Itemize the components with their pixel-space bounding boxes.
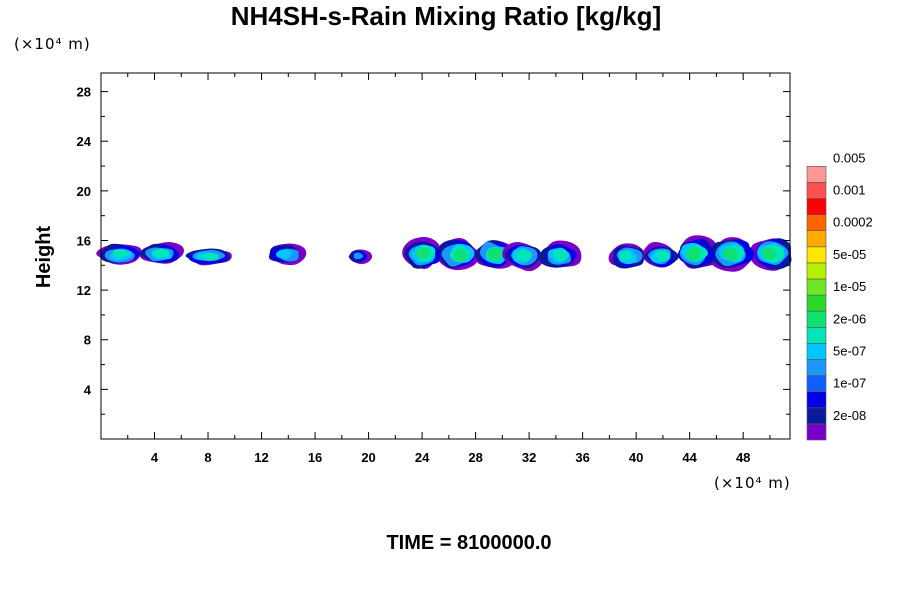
colorbar-label: 1e-07 [833,376,866,391]
time-label: TIME = 8100000.0 [386,532,551,554]
plot-frame [100,72,791,440]
colorbar-label: 2e-08 [833,408,866,423]
x-tick-label: 40 [629,450,643,465]
cloud-contour [152,248,170,258]
cloud-contour [487,247,502,262]
x-axis: 4 8 12 16 20 24 28 32 36 40 44 48 [127,73,771,465]
colorbar-swatch [806,214,827,232]
x-tick-label: 48 [736,450,750,465]
colorbar-swatch [806,230,827,248]
x-tick-label: 24 [415,450,430,465]
y-tick-label: 12 [77,283,91,298]
cloud-contour [353,252,364,260]
colorbar-swatch [806,391,827,409]
y-axis-label: Height [33,226,55,289]
y-unit-label: (×10⁴ m) [14,35,91,53]
cloud-layer [96,235,792,272]
x-tick-label: 28 [468,450,482,465]
y-tick-label: 16 [77,233,91,248]
colorbar-swatch [806,166,827,183]
cloud-contour [453,249,468,262]
colorbar-label: 2e-06 [833,311,866,326]
x-unit-label: (×10⁴ m) [714,474,791,492]
y-tick-label: 20 [77,184,91,199]
x-tick-label: 20 [361,450,375,465]
colorbar-swatch [806,294,827,312]
colorbar-label: 5e-05 [833,247,866,262]
x-tick-label: 32 [522,450,536,465]
cloud-contour [275,249,292,259]
colorbar-swatch [806,343,827,360]
colorbar-swatch [806,310,827,328]
cloud-contour [686,246,701,261]
cloud-region [608,242,679,269]
y-axis: 4 8 12 16 20 24 28 [77,85,790,415]
cloud-contour [619,250,632,261]
x-tick-label: 12 [254,450,268,465]
x-tick-label: 36 [575,450,589,465]
chart-title: NH4SH-s-Rain Mixing Ratio [kg/kg] [231,1,661,31]
x-tick-label: 8 [204,450,211,465]
y-tick-label: 4 [84,382,92,397]
colorbar-swatch [806,246,827,264]
colorbar-swatch [806,278,827,296]
cloud-contour [202,252,219,261]
x-tick-label: 44 [682,450,697,465]
cloud-contour [722,247,738,261]
colorbar-label: 0.005 [833,150,866,165]
colorbar-label: 0.001 [833,182,866,197]
colorbar-swatch [806,407,827,425]
cloud-region [502,240,582,272]
colorbar-swatch [806,182,827,199]
cloud-contour [112,249,129,258]
cloud-contour [415,247,431,259]
cloud-contour [761,248,777,260]
x-tick-label: 16 [308,450,322,465]
colorbar-swatch [806,375,827,393]
x-tick-label: 4 [151,450,159,465]
colorbar-label: 5e-07 [833,343,866,358]
cloud-region [677,235,792,272]
colorbar-swatch [806,262,827,280]
cloud-region [348,249,373,264]
colorbar-swatch [806,423,827,441]
colorbar-swatch [806,326,827,344]
colorbar-label: 0.0002 [833,215,873,230]
y-tick-label: 28 [77,85,91,100]
cloud-region [268,243,307,266]
y-tick-label: 8 [84,333,91,348]
colorbar: 2e-08 1e-07 5e-07 2e-06 1e-05 5e-05 0.0002 0.00… [806,150,873,441]
cloud-contour [516,249,532,262]
y-tick-label: 24 [77,134,92,149]
colorbar-swatch [806,359,827,376]
colorbar-swatch [806,198,827,215]
cloud-region [96,242,184,265]
cloud-contour [655,250,671,262]
cloud-contour [554,249,568,262]
colorbar-label: 1e-05 [833,279,866,294]
cloud-region [402,236,515,271]
cloud-region [185,248,232,266]
